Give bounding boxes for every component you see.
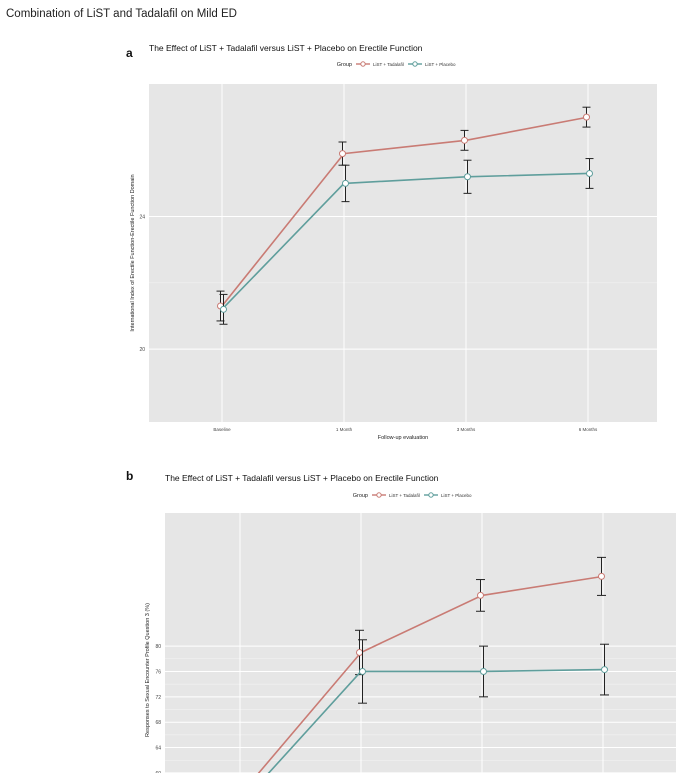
chart-b-y-tick-label: 72 xyxy=(155,695,161,701)
chart-b-y-tick-label: 60 xyxy=(155,771,161,773)
chart-a-y-axis-title: International Index of Erectile Function… xyxy=(130,174,136,331)
chart-a-data-point xyxy=(583,113,590,121)
chart-b-data-point xyxy=(601,666,608,674)
chart-b-legend-title: Group xyxy=(353,493,368,499)
chart-a-data-point xyxy=(339,150,346,158)
chart-b-data-point xyxy=(598,572,605,580)
chart-b-legend-label: LiST + Placebo xyxy=(441,493,472,498)
chart-a-legend-key-point xyxy=(360,61,366,67)
chart-a-data-point xyxy=(464,173,471,181)
panel-letter-a: a xyxy=(126,46,133,60)
chart-b-y-tick-label: 76 xyxy=(155,669,161,675)
chart-a-x-tick-label: 3 Months xyxy=(457,427,476,432)
chart-b-series-line xyxy=(257,575,604,773)
chart-b-legend-key-point xyxy=(428,492,434,498)
chart-a-data-point xyxy=(461,136,468,144)
chart-a-series-line xyxy=(221,172,589,310)
chart-a-legend-label: LiST + Placebo xyxy=(425,62,456,67)
chart-a-y-tick-label: 24 xyxy=(139,215,145,221)
chart-b-plot-background xyxy=(165,513,676,773)
chart-a-x-tick-label: 6 Months xyxy=(579,427,598,432)
chart-b-legend-label: LiST + Tadalafil xyxy=(389,493,420,498)
chart-b-title: The Effect of LiST + Tadalafil versus Li… xyxy=(165,473,439,483)
panel-letter-b: b xyxy=(126,469,134,483)
chart-a-legend-title: Group xyxy=(337,62,352,68)
chart-a-series-line xyxy=(221,116,589,307)
chart-a-legend-key-point xyxy=(412,61,418,67)
chart-b-data-point xyxy=(480,667,487,675)
chart-a-data-point xyxy=(586,169,593,177)
chart-a-x-axis-title: Follow-up evaluation xyxy=(378,435,428,441)
chart-a-title: The Effect of LiST + Tadalafil versus Li… xyxy=(149,43,423,53)
chart-b-y-axis-title: Responses to Sexual Encounter Profile Qu… xyxy=(145,603,151,737)
chart-b-y-tick-label: 64 xyxy=(155,746,161,752)
chart-a-data-point xyxy=(342,179,349,187)
chart-b-data-point xyxy=(359,667,366,675)
chart-b-data-point xyxy=(477,591,484,599)
chart-a-plot-background xyxy=(149,84,657,422)
chart-b-y-tick-label: 68 xyxy=(155,720,161,726)
chart-b-data-point xyxy=(356,648,363,656)
chart-a-x-tick-label: 1 Month xyxy=(336,427,353,432)
chart-b-legend-key-point xyxy=(376,492,382,498)
chart-a-x-tick-label: Baseline xyxy=(213,427,231,432)
chart-a-data-point xyxy=(220,305,227,313)
chart-a-legend-label: LiST + Tadalafil xyxy=(373,62,404,67)
chart-b-y-tick-label: 80 xyxy=(155,644,161,650)
chart-a-y-tick-label: 20 xyxy=(139,347,145,353)
page-title: Combination of LiST and Tadalafil on Mil… xyxy=(6,8,237,20)
chart-b-series-line xyxy=(267,668,604,773)
